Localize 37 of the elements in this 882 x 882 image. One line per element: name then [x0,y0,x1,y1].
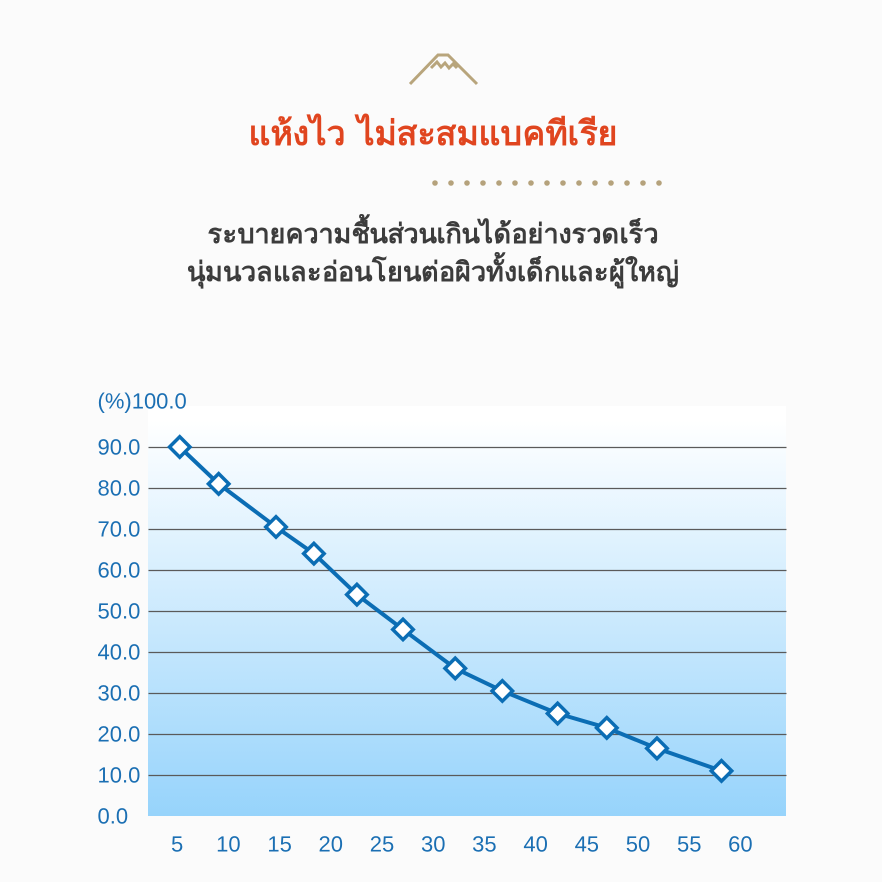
x-tick-label: 20 [318,832,344,856]
y-tick-label: 40.0 [98,640,140,664]
x-tick-label: 35 [472,832,497,856]
x-tick-label: 5 [171,832,184,856]
x-tick-label: 15 [267,832,292,856]
x-tick-label: 30 [420,832,446,856]
x-tick-label: 40 [523,832,548,856]
y-tick-label: 70.0 [98,516,140,542]
point [546,702,570,726]
y-tick-label: 10.0 [98,762,140,788]
y-tick-label: 90.0 [98,434,140,460]
point [443,656,468,680]
y-tick-label: (%)100.0 [98,388,187,414]
point [594,716,619,740]
point [344,582,369,607]
y-tick-label: 0.0 [98,804,128,828]
x-tick-label: 25 [370,832,394,856]
point [490,678,514,703]
y-tick-label: 80.0 [98,476,140,500]
chart-title: แห้งไว ไม่สะสมแบคทีเรีย [248,112,618,156]
x-tick-label: 10 [216,832,241,856]
y-tick-label: 50.0 [98,598,140,624]
point [709,758,734,783]
point [391,617,415,642]
point [206,472,231,496]
y-tick-label: 20.0 [98,722,140,746]
x-tick-label: 55 [676,832,702,856]
point [264,514,288,539]
x-tick-label: 45 [574,832,600,856]
point [644,736,669,760]
y-tick-label: 60.0 [98,558,140,582]
point [302,542,326,566]
chart-subtitle: ระบายความชื้นส่วนเกินได้อย่างรวดเร็ว นุ่มนวลและอ่อนโยนต่อผิวทั้งเด็กและผู้ใหญ่ [186,216,680,291]
x-tick-label: 60 [728,832,753,856]
point [168,435,192,459]
x-tick-label: 50 [626,832,650,856]
y-tick-label: 30.0 [98,680,140,706]
